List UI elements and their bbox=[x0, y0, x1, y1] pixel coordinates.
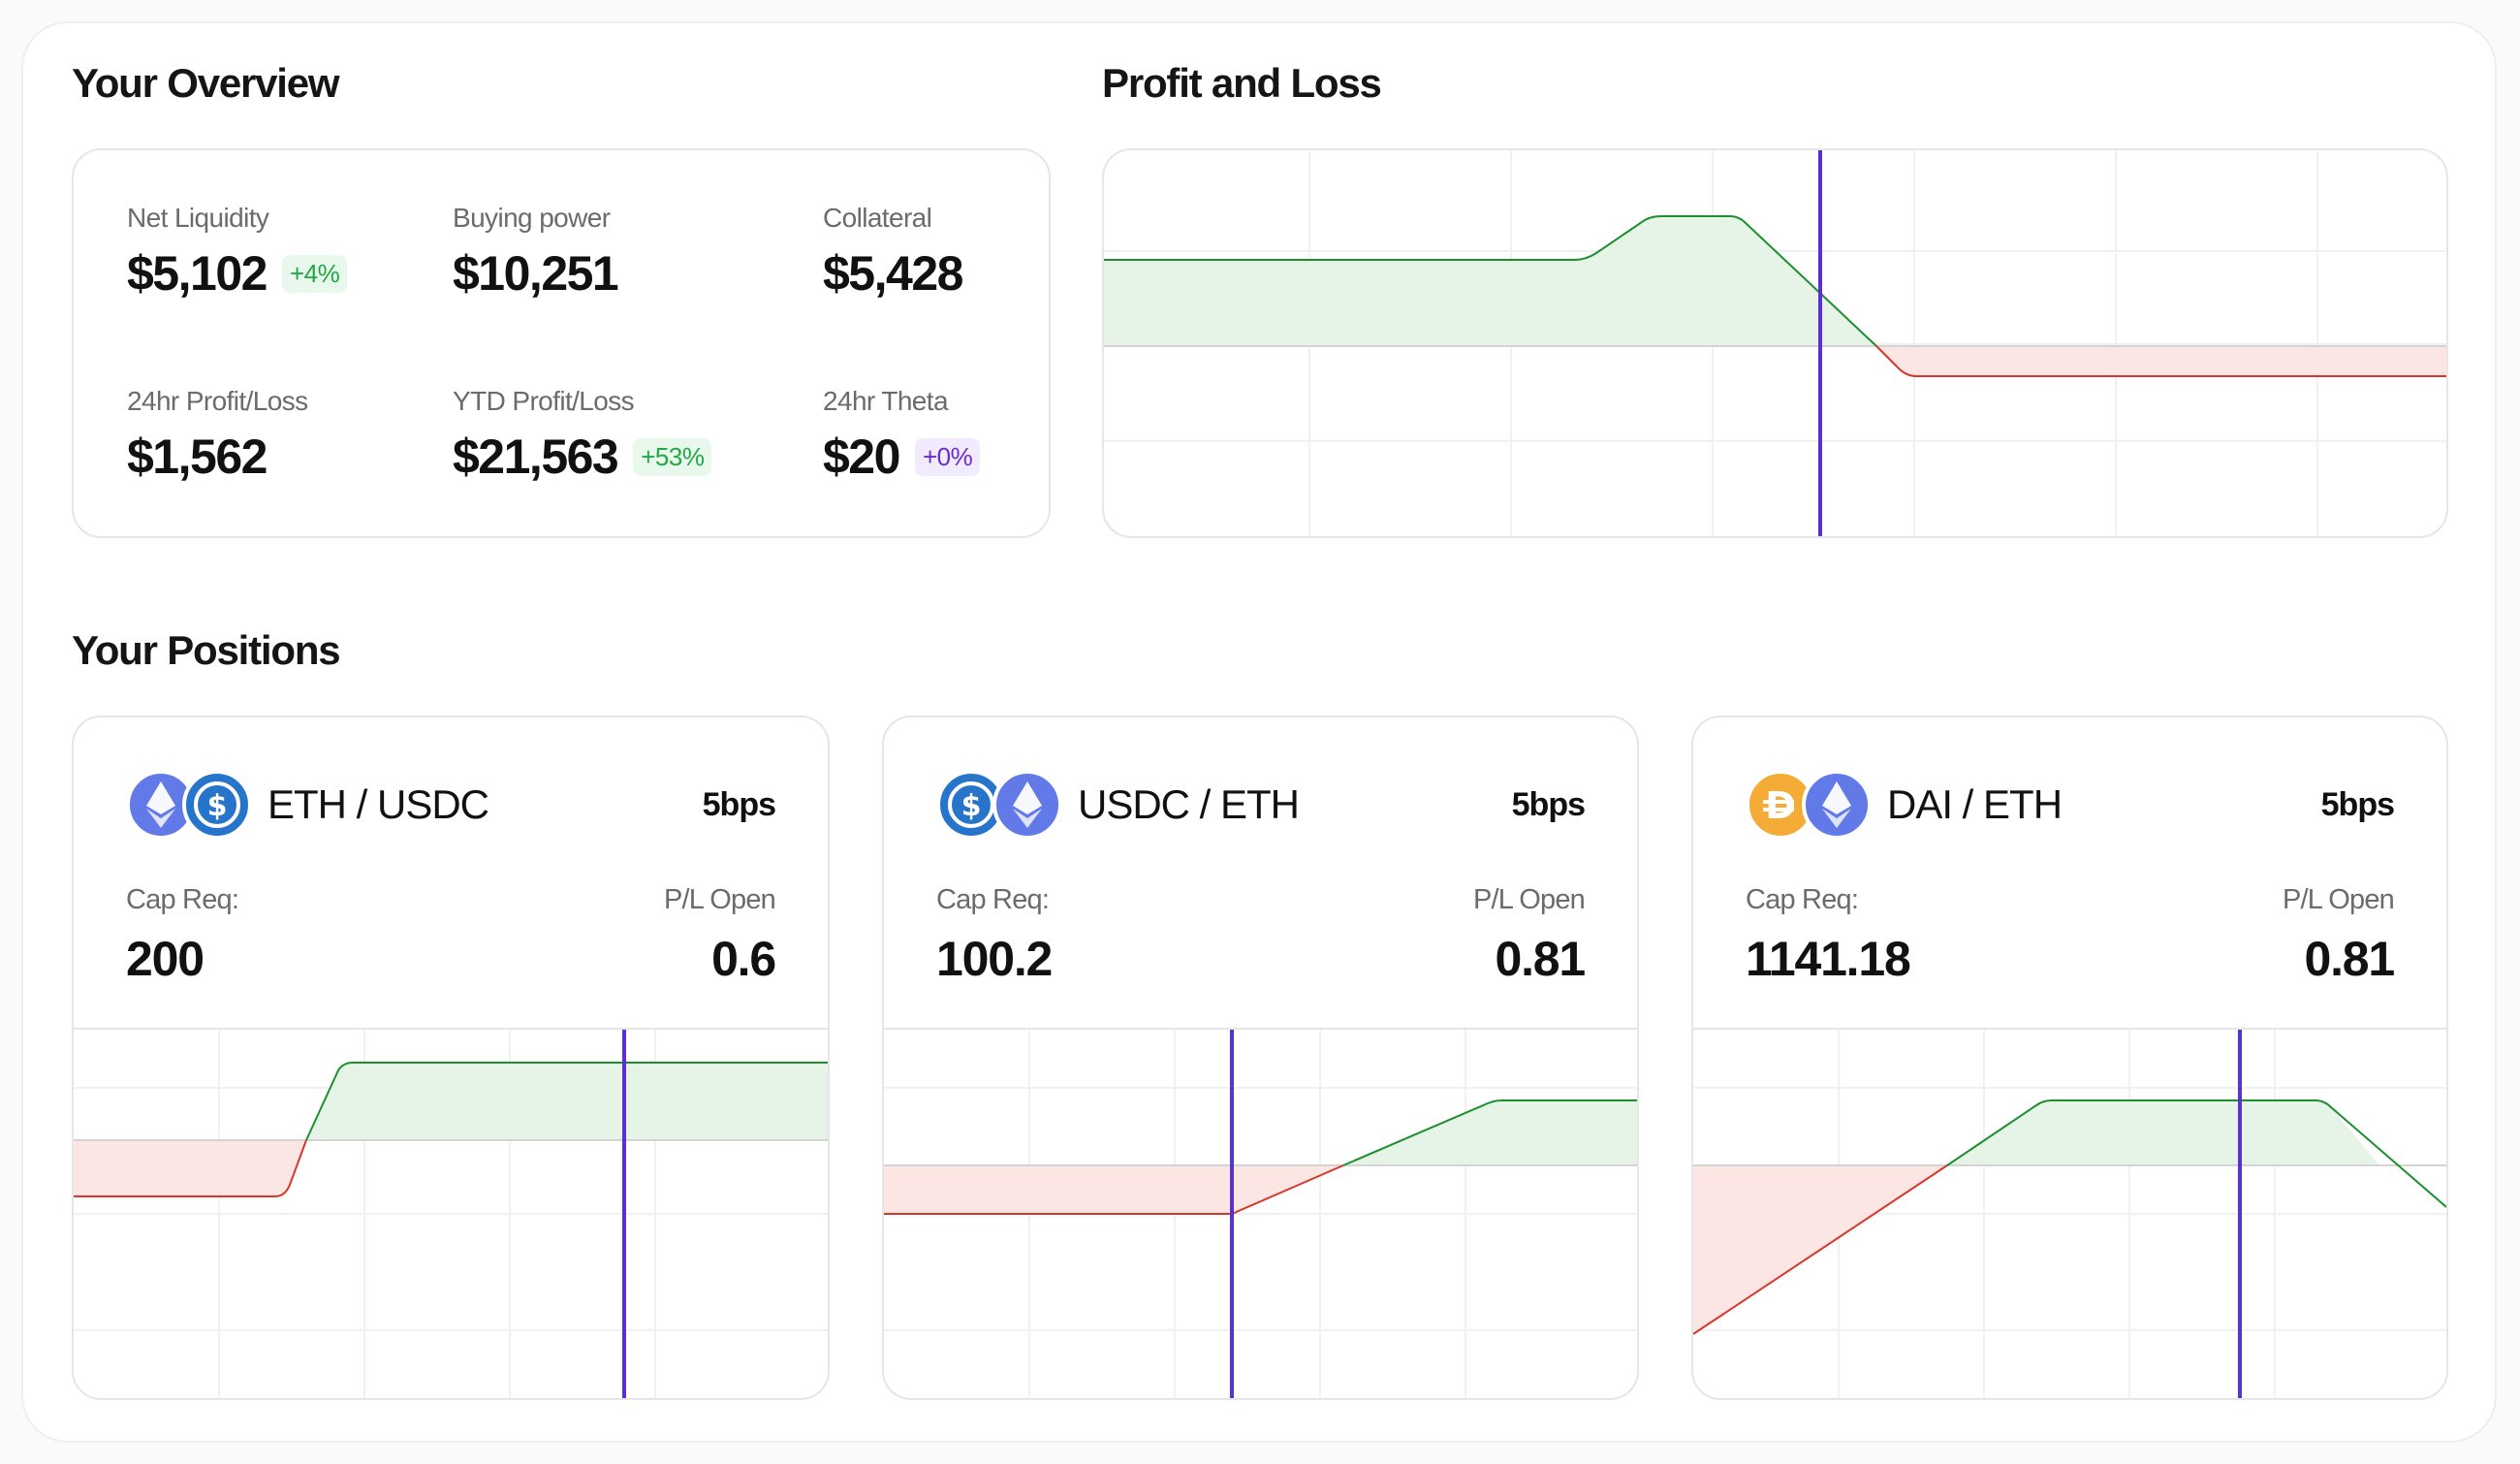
position-card-usdc-eth[interactable]: $ USDC / ETH 5bps Cap Req: P/L Open 100.… bbox=[882, 716, 1639, 1400]
stat-label: Buying power bbox=[453, 203, 611, 233]
fee-tier: 5bps bbox=[702, 785, 776, 823]
profit-line bbox=[305, 1062, 828, 1141]
loss-area bbox=[1876, 346, 2446, 376]
svg-text:D: D bbox=[1765, 784, 1796, 827]
loss-area bbox=[74, 1140, 306, 1196]
pnl-chart[interactable] bbox=[1104, 150, 2446, 536]
position-chart[interactable] bbox=[1693, 1030, 2446, 1398]
card-divider bbox=[1693, 1028, 2446, 1030]
position-chart[interactable] bbox=[884, 1030, 1637, 1398]
stat-label: 24hr Profit/Loss bbox=[127, 386, 308, 416]
position-chart[interactable] bbox=[74, 1030, 828, 1398]
pl-open-value: 0.81 bbox=[2304, 932, 2395, 986]
pl-open-label: P/L Open bbox=[1472, 884, 1586, 915]
pnl-chart-card[interactable] bbox=[1102, 148, 2448, 538]
pl-open-value: 0.81 bbox=[1495, 932, 1586, 986]
stat-collateral: Collateral $5,428 bbox=[823, 203, 963, 302]
card-divider bbox=[74, 1028, 828, 1030]
change-badge: +53% bbox=[633, 437, 712, 476]
pair-name: ETH / USDC bbox=[268, 781, 489, 827]
eth-icon bbox=[126, 770, 196, 840]
change-badge: +0% bbox=[914, 437, 981, 476]
stat-value: $21,563 bbox=[453, 430, 619, 484]
pair-name: DAI / ETH bbox=[1887, 781, 2063, 827]
cap-req-label: Cap Req: bbox=[126, 884, 239, 915]
svg-text:$: $ bbox=[207, 789, 228, 823]
cap-req-value: 1141.18 bbox=[1746, 932, 1911, 986]
stat-value: $1,562 bbox=[127, 430, 268, 484]
position-card-eth-usdc[interactable]: $ ETH / USDC 5bps Cap Req: P/L Open 200 … bbox=[72, 716, 830, 1400]
stat-label: YTD Profit/Loss bbox=[453, 386, 635, 416]
pl-open-label: P/L Open bbox=[663, 884, 776, 915]
stat-24hr-theta: 24hr Theta $20 +0% bbox=[823, 386, 981, 485]
profit-area bbox=[1104, 216, 1876, 346]
stat-value: $20 bbox=[823, 430, 900, 484]
cap-req-value: 200 bbox=[126, 932, 205, 986]
pl-open-value: 0.6 bbox=[711, 932, 776, 986]
stat-value: $5,428 bbox=[823, 246, 963, 301]
cap-req-value: 100.2 bbox=[936, 932, 1053, 986]
cap-req-label: Cap Req: bbox=[936, 884, 1050, 915]
loss-line bbox=[1693, 1164, 1948, 1335]
cap-req-label: Cap Req: bbox=[1746, 884, 1859, 915]
overview-card: Net Liquidity $5,102 +4% Buying power $1… bbox=[72, 148, 1051, 538]
pl-open-label: P/L Open bbox=[2282, 884, 2395, 915]
profit-area bbox=[1343, 1100, 1637, 1165]
eth-icon bbox=[1802, 770, 1872, 840]
profit-line bbox=[1342, 1099, 1637, 1166]
change-badge: +4% bbox=[281, 254, 348, 293]
profit-line bbox=[1946, 1099, 2446, 1208]
pair-name: USDC / ETH bbox=[1078, 781, 1300, 827]
stat-net-liquidity: Net Liquidity $5,102 +4% bbox=[127, 203, 348, 302]
svg-text:$: $ bbox=[961, 789, 982, 823]
stat-value: $5,102 bbox=[127, 246, 268, 301]
usdc-icon: $ bbox=[182, 770, 252, 840]
card-divider bbox=[884, 1028, 1637, 1030]
loss-line bbox=[1875, 345, 2446, 377]
fee-tier: 5bps bbox=[1511, 785, 1586, 823]
stat-label: 24hr Theta bbox=[823, 386, 949, 416]
positions-title: Your Positions bbox=[72, 627, 341, 673]
loss-line bbox=[74, 1139, 307, 1197]
eth-icon bbox=[992, 770, 1062, 840]
position-card-dai-eth[interactable]: D DAI / ETH 5bps Cap Req: P/L Open 1141.… bbox=[1691, 716, 2448, 1400]
pnl-title: Profit and Loss bbox=[1102, 60, 1382, 106]
stat-ytd-profit-loss: YTD Profit/Loss $21,563 +53% bbox=[453, 386, 712, 485]
stat-label: Net Liquidity bbox=[127, 203, 269, 233]
stat-label: Collateral bbox=[823, 203, 932, 233]
profit-line bbox=[1104, 215, 1877, 347]
overview-title: Your Overview bbox=[72, 60, 340, 106]
stat-buying-power: Buying power $10,251 bbox=[453, 203, 619, 302]
profit-area bbox=[306, 1063, 828, 1140]
stat-24hr-profit-loss: 24hr Profit/Loss $1,562 bbox=[127, 386, 308, 485]
fee-tier: 5bps bbox=[2320, 785, 2395, 823]
stat-value: $10,251 bbox=[453, 246, 619, 301]
profit-area bbox=[1947, 1100, 2379, 1165]
loss-area bbox=[884, 1165, 1343, 1214]
